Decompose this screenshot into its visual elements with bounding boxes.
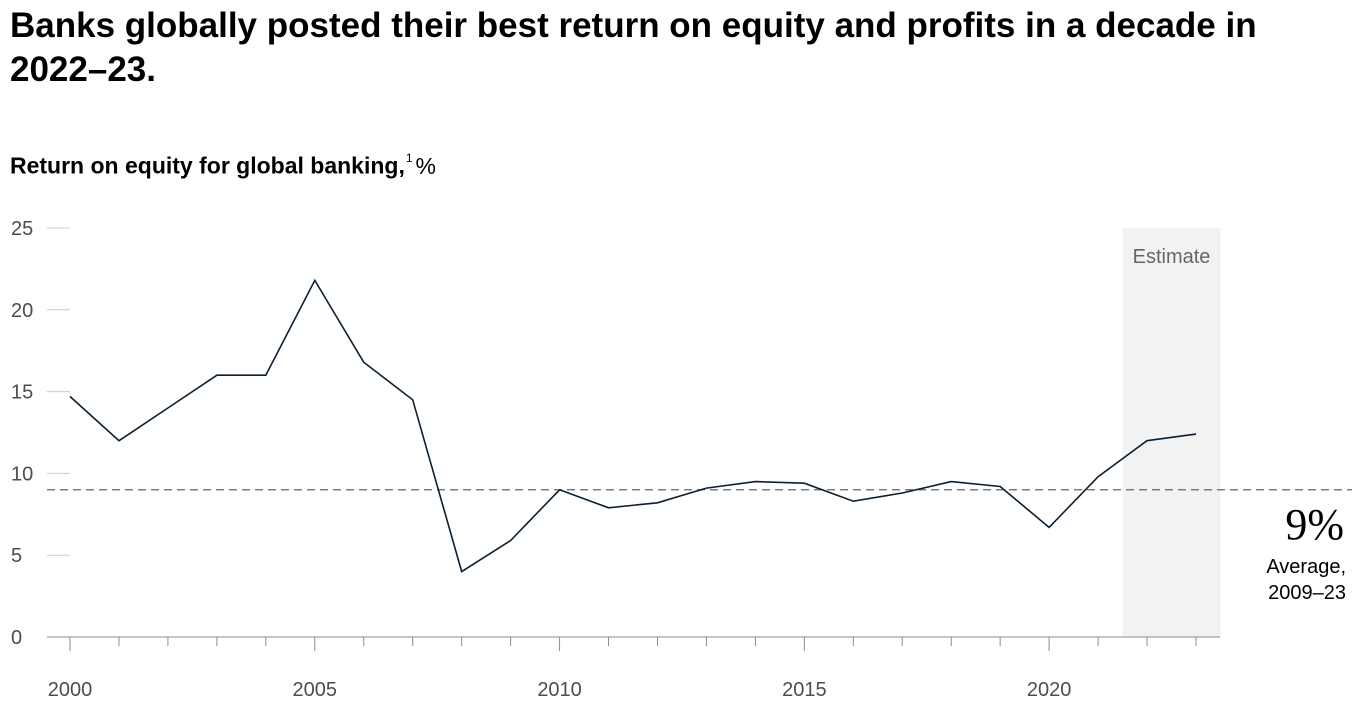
x-tick-label-2010: 2010	[537, 679, 582, 701]
x-tick-label-2015: 2015	[782, 679, 827, 701]
chart-title-text: Return on equity for global banking,	[10, 152, 405, 179]
axes: 0 5 10 15 20 25 2000 2005 2010 2015 2020	[11, 218, 1220, 701]
y-tick-label-10: 10	[11, 463, 33, 485]
y-tick-label-20: 20	[11, 300, 33, 322]
y-tick-label-5: 5	[11, 545, 22, 567]
y-tick-label-15: 15	[11, 382, 33, 404]
average-label-line2: 2009–23	[1268, 582, 1346, 604]
average-label: Average, 2009–23	[1206, 554, 1346, 606]
y-tick-label-25: 25	[11, 218, 33, 240]
headline: Banks globally posted their best return …	[10, 6, 1257, 89]
y-tick-label-0: 0	[11, 627, 22, 649]
average-label-line1: Average,	[1266, 556, 1346, 578]
chart-unit: %	[415, 152, 436, 179]
roe-line	[69, 278, 1197, 573]
x-tick-label-2005: 2005	[293, 679, 338, 701]
x-tick-label-2000: 2000	[48, 679, 93, 701]
chart-title: Return on equity for global banking,1%	[10, 146, 436, 181]
average-value: 9%	[1285, 500, 1344, 549]
estimate-band	[1122, 228, 1221, 637]
footnote-marker: 1	[405, 151, 413, 165]
roe-series	[69, 278, 1197, 573]
estimate-label: Estimate	[1133, 246, 1211, 268]
estimate-region: Estimate	[1122, 228, 1221, 637]
x-tick-label-2020: 2020	[1027, 679, 1072, 701]
